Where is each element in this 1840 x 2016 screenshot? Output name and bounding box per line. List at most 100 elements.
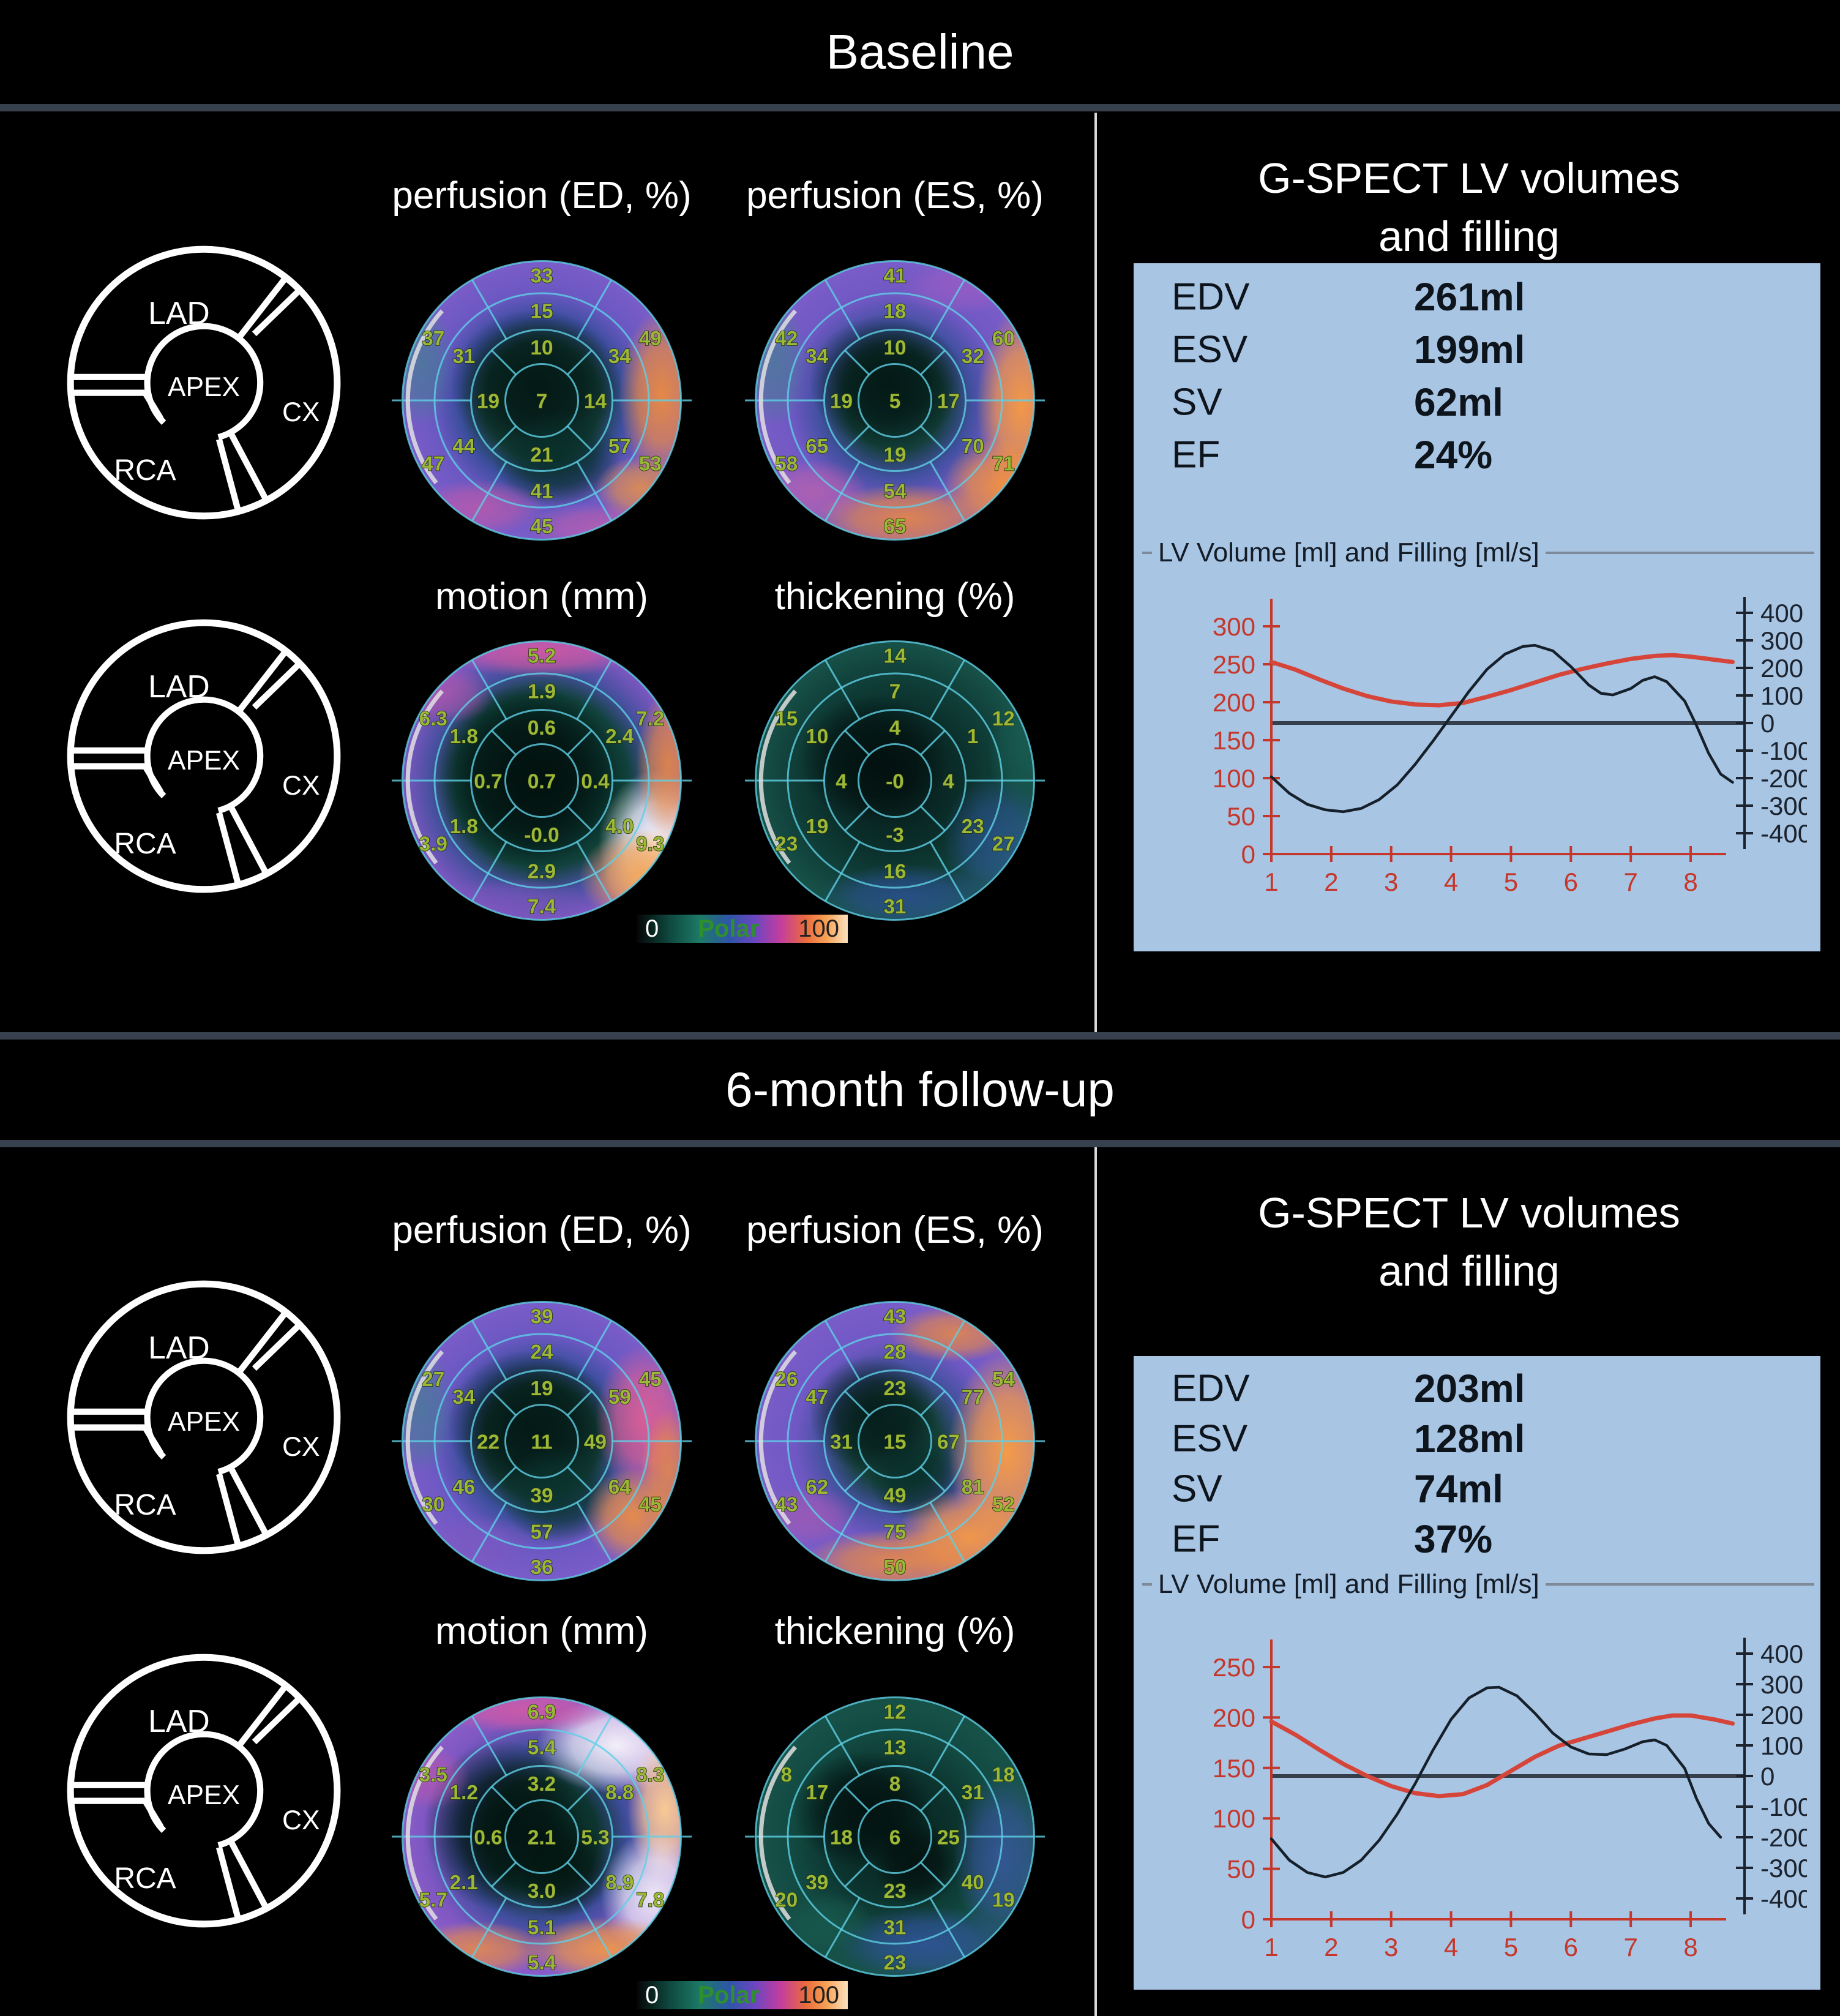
segment-value: 5: [889, 390, 901, 413]
chart-groupbox-header: LV Volume [ml] and Filling [ml/s]: [1142, 538, 1814, 568]
polar-map-thickening: 6 8 25 23 18 13 31 40 31 39 17 12 18 19 23 20 8: [745, 1696, 1045, 1977]
segment-value: 22: [477, 1431, 499, 1453]
segment-value: 0.7: [528, 770, 556, 793]
x-axis-tick: 5: [1504, 1933, 1518, 1962]
gspect-panel: EDV 261ml ESV 199ml SV 62ml EF 24% LV Volume [m…: [1134, 263, 1820, 951]
segment-value: 46: [452, 1476, 475, 1499]
segment-value: 5.7: [419, 1889, 447, 1912]
segment-value: 5.1: [528, 1916, 556, 1939]
motion-label: motion (mm): [435, 1610, 648, 1652]
segment-value: 23: [884, 1377, 907, 1400]
thickening-label: thickening (%): [774, 1610, 1015, 1652]
metric-row: EDV 203ml: [1134, 1363, 1820, 1414]
segment-value: 49: [639, 328, 662, 350]
territory-label: LAD: [148, 1703, 210, 1739]
segment-value: 28: [884, 1341, 907, 1363]
metric-label: SV: [1172, 1467, 1222, 1510]
x-axis-tick: 6: [1564, 1933, 1578, 1962]
right-axis-tick: 0: [1760, 709, 1775, 738]
segment-value: 2.9: [528, 860, 556, 883]
segment-value: 9.3: [636, 833, 664, 856]
segment-value: 17: [806, 1782, 828, 1804]
left-axis-tick: 50: [1227, 1855, 1255, 1884]
thickening-label: thickening (%): [774, 575, 1015, 618]
right-axis-tick: -400: [1760, 819, 1807, 848]
metric-label: EDV: [1172, 1367, 1250, 1410]
scale-label: Polar: [698, 1981, 760, 2009]
segment-value: 4: [943, 770, 954, 793]
metric-row: EF 37%: [1134, 1514, 1820, 1564]
left-axis-tick: 250: [1213, 650, 1255, 679]
segment-value: 58: [775, 453, 798, 476]
segment-value: 21: [531, 444, 553, 467]
segment-value: 34: [608, 345, 631, 368]
segment-value: 20: [775, 1889, 798, 1912]
left-axis-tick: 150: [1213, 726, 1255, 755]
x-axis-tick: 8: [1683, 867, 1697, 896]
segment-value: 70: [962, 435, 984, 458]
segment-value: 40: [962, 1872, 984, 1894]
metric-label: SV: [1172, 381, 1222, 424]
segment-value: 71: [992, 453, 1015, 476]
territory-label: CX: [282, 1432, 320, 1462]
coronary-territory-diagram: LAD APEX CX RCA: [67, 245, 341, 520]
segment-value: 47: [806, 1386, 828, 1409]
segment-value: 62: [806, 1476, 828, 1499]
segment-value: 3.5: [419, 1764, 447, 1786]
segment-value: 34: [452, 1386, 475, 1409]
right-axis-tick: -300: [1760, 792, 1807, 820]
segment-value: 15: [775, 708, 798, 730]
divider: [0, 104, 1840, 111]
segment-value: 5.2: [528, 645, 556, 668]
metric-row: SV 62ml: [1134, 376, 1820, 429]
segment-value: -0: [886, 770, 904, 793]
segment-value: 27: [992, 833, 1015, 856]
gspect-panel: EDV 203ml ESV 128ml SV 74ml EF 37% LV Volume [m…: [1134, 1356, 1820, 1990]
metrics-table: EDV 203ml ESV 128ml SV 74ml EF 37%: [1134, 1363, 1820, 1564]
gspect-title: G-SPECT LV volumes and filling: [1102, 1184, 1836, 1300]
segment-value: 23: [962, 815, 984, 838]
segment-value: 8.3: [636, 1764, 664, 1786]
segment-value: 10: [806, 725, 828, 748]
segment-value: 19: [531, 1377, 553, 1400]
segment-value: 50: [884, 1556, 907, 1579]
segment-value: 4: [889, 717, 901, 740]
gspect-title-line2: and filling: [1378, 212, 1560, 260]
left-axis-tick: 250: [1213, 1653, 1255, 1682]
metric-row: EDV 261ml: [1134, 271, 1820, 323]
segment-value: 18: [884, 300, 907, 323]
segment-value: 31: [884, 896, 907, 918]
metric-value: 24%: [1414, 433, 1493, 477]
segment-value: 1: [967, 725, 979, 748]
segment-value: 3.2: [528, 1773, 556, 1796]
divider: [0, 1140, 1840, 1147]
left-axis-tick: 300: [1213, 612, 1255, 641]
segment-value: 31: [452, 345, 475, 368]
scale-min: 0: [645, 1981, 659, 2009]
territory-label: APEX: [168, 1780, 240, 1810]
segment-value: 39: [806, 1872, 828, 1894]
segment-value: 17: [937, 390, 960, 413]
territory-label: APEX: [168, 372, 240, 402]
metric-value: 199ml: [1414, 328, 1525, 372]
segment-value: 18: [830, 1826, 853, 1849]
motion-label: motion (mm): [435, 575, 648, 618]
x-axis-tick: 3: [1384, 1933, 1398, 1962]
segment-value: 5.3: [581, 1826, 609, 1849]
polar-map-thickening: -0 4 4 -3 4 7 1 23 16 19 10 14 12 27 31 23 15: [745, 640, 1045, 921]
segment-value: 59: [608, 1386, 631, 1409]
segment-value: 39: [531, 1485, 553, 1507]
x-axis-tick: 7: [1623, 867, 1637, 896]
territory-label: LAD: [148, 669, 210, 704]
perfusion-es-label: perfusion (ES, %): [746, 174, 1044, 217]
polar-map-perfusion-es: 5 10 17 19 19 18 32 70 54 65 34 41 60 71 65 58 42: [745, 260, 1045, 541]
segment-value: 1.8: [450, 815, 478, 838]
segment-value: 5.4: [528, 1736, 556, 1759]
territory-label: RCA: [114, 828, 176, 860]
segment-value: 13: [884, 1736, 907, 1759]
right-axis-tick: -100: [1760, 736, 1807, 765]
right-axis-tick: 400: [1760, 1639, 1803, 1668]
